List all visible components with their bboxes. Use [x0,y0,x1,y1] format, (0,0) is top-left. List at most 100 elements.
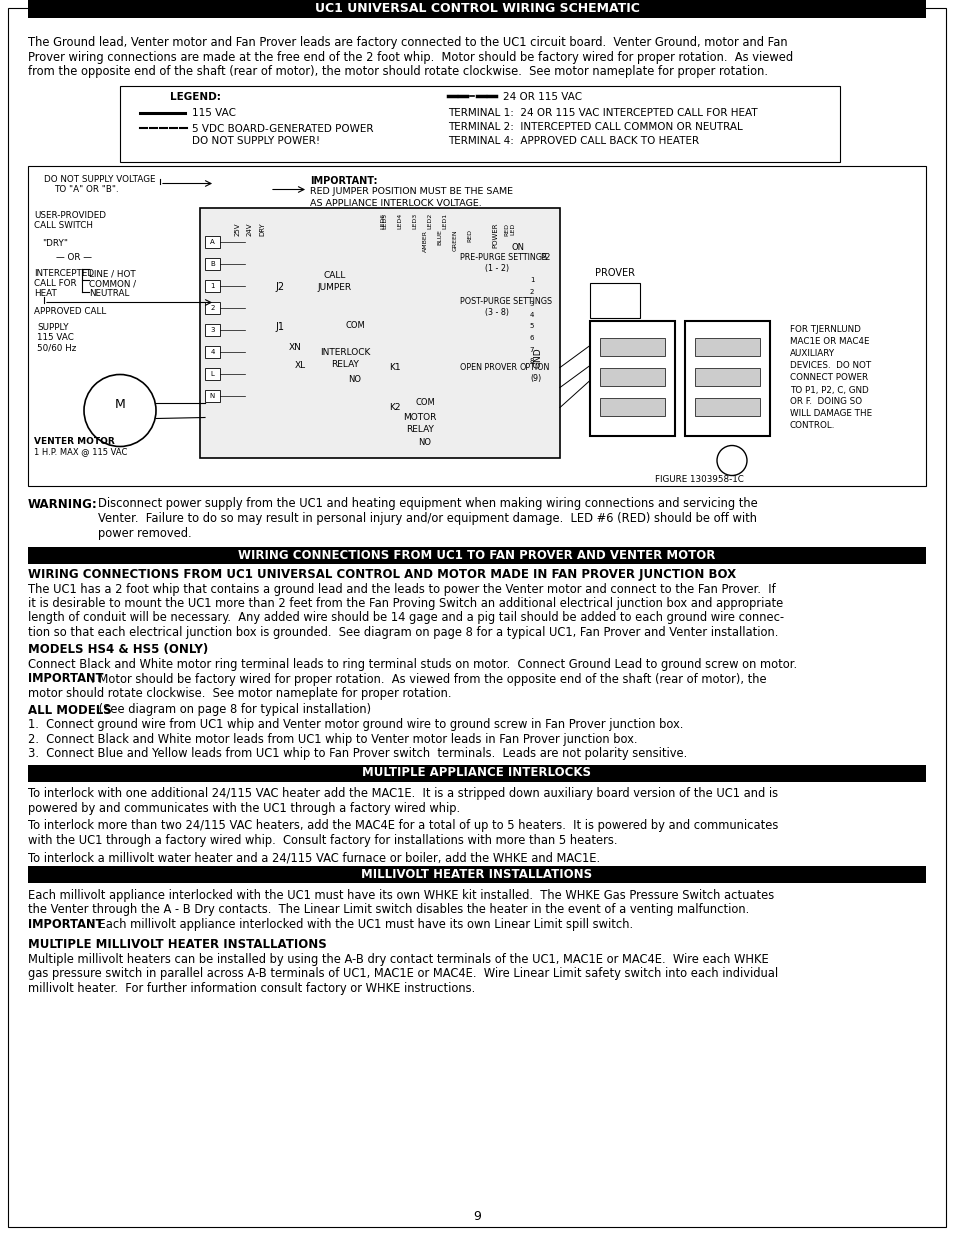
Bar [205,236,220,247]
Text: To interlock a millivolt water heater and a 24/115 VAC furnace or boiler, add th: To interlock a millivolt water heater an… [28,851,599,864]
Bar [205,258,220,269]
Text: ON: ON [511,243,524,252]
Text: PROVER: PROVER [595,268,635,278]
Bar [28,866,925,883]
Text: OR F.  DOING SO: OR F. DOING SO [789,398,862,406]
Text: "DRY": "DRY" [42,240,68,248]
Text: 1: 1 [529,278,534,284]
Bar [599,368,664,385]
Text: 5 VDC BOARD-GENERATED POWER: 5 VDC BOARD-GENERATED POWER [192,124,374,133]
Text: Multiple millivolt heaters can be installed by using the A-B dry contact termina: Multiple millivolt heaters can be instal… [28,953,768,966]
Text: M: M [114,398,125,411]
Text: 8: 8 [529,358,534,364]
Text: B: B [210,261,214,267]
Text: AS APPLIANCE INTERLOCK VOLTAGE.: AS APPLIANCE INTERLOCK VOLTAGE. [310,199,481,207]
Text: INTERCEPTED: INTERCEPTED [34,269,94,279]
Text: HEAT: HEAT [34,289,57,299]
Text: CALL SWITCH: CALL SWITCH [34,221,92,231]
Bar [205,324,220,336]
Text: COM: COM [415,398,435,408]
Bar [28,547,925,564]
Text: OPTION: OPTION [519,363,550,372]
Text: tion so that each electrical junction box is grounded.  See diagram on page 8 fo: tion so that each electrical junction bo… [28,626,778,638]
Text: 4: 4 [210,348,214,354]
Text: N: N [210,393,214,399]
Text: L: L [211,370,214,377]
Bar [200,207,559,457]
Bar [28,0,925,19]
Text: LED5: LED5 [382,212,387,228]
Bar [695,368,760,385]
Bar [120,85,840,162]
Text: 2: 2 [529,289,534,295]
Text: XN: XN [288,343,301,352]
Text: DRY: DRY [258,222,265,236]
Text: To interlock more than two 24/115 VAC heaters, add the MAC4E for a total of up t: To interlock more than two 24/115 VAC he… [28,820,778,832]
Text: VENTER MOTOR: VENTER MOTOR [34,437,114,447]
Text: TERMINAL 1:  24 OR 115 VAC INTERCEPTED CALL FOR HEAT: TERMINAL 1: 24 OR 115 VAC INTERCEPTED CA… [448,109,757,119]
Text: FOR TJERNLUND: FOR TJERNLUND [789,326,860,335]
Text: 4: 4 [529,312,534,317]
Bar [599,398,664,415]
Text: ALL MODELS: ALL MODELS [28,704,112,716]
Text: POWER: POWER [492,222,497,248]
Text: A: A [210,238,214,245]
Text: 25V: 25V [234,222,241,236]
Text: Prover wiring connections are made at the free end of the 2 foot whip.  Motor sh: Prover wiring connections are made at th… [28,51,792,63]
Text: LED1: LED1 [442,212,447,228]
Text: DO NOT SUPPLY VOLTAGE: DO NOT SUPPLY VOLTAGE [44,175,155,184]
Text: MODELS HS4 & HS5 (ONLY): MODELS HS4 & HS5 (ONLY) [28,643,208,657]
Text: AUXILIARY: AUXILIARY [789,350,835,358]
Text: RELAY: RELAY [406,425,434,433]
Text: The Ground lead, Venter motor and Fan Prover leads are factory connected to the : The Ground lead, Venter motor and Fan Pr… [28,36,787,49]
Text: 115 VAC: 115 VAC [37,333,73,342]
Text: (See diagram on page 8 for typical installation): (See diagram on page 8 for typical insta… [95,704,371,716]
Text: (9): (9) [530,373,540,383]
Text: XL: XL [294,361,305,370]
Text: 1: 1 [210,283,214,289]
Text: INTERLOCK: INTERLOCK [319,348,370,357]
Text: To interlock with one additional 24/115 VAC heater add the MAC1E.  It is a strip: To interlock with one additional 24/115 … [28,788,778,800]
Text: 3: 3 [529,300,534,306]
Text: from the opposite end of the shaft (rear of motor), the motor should rotate cloc: from the opposite end of the shaft (rear… [28,65,767,78]
Bar [28,165,925,485]
Text: WARNING:: WARNING: [28,498,97,510]
Text: OPEN PROVER: OPEN PROVER [459,363,517,372]
Text: GND: GND [533,347,542,368]
Text: powered by and communicates with the UC1 through a factory wired whip.: powered by and communicates with the UC1… [28,802,459,815]
Text: 2.  Connect Black and White motor leads from UC1 whip to Venter motor leads in F: 2. Connect Black and White motor leads f… [28,732,637,746]
Bar [684,321,769,436]
Text: TERMINAL 2:  INTERCEPTED CALL COMMON OR NEUTRAL: TERMINAL 2: INTERCEPTED CALL COMMON OR N… [448,122,742,132]
Text: millivolt heater.  For further information consult factory or WHKE instructions.: millivolt heater. For further informatio… [28,982,475,995]
Text: 2: 2 [210,305,214,310]
Text: MAC1E OR MAC4E: MAC1E OR MAC4E [789,337,868,347]
Text: LEGEND:: LEGEND: [170,91,221,101]
Text: K2: K2 [389,403,400,412]
Bar [205,301,220,314]
Text: WIRING CONNECTIONS FROM UC1 TO FAN PROVER AND VENTER MOTOR: WIRING CONNECTIONS FROM UC1 TO FAN PROVE… [238,550,715,562]
Text: K1: K1 [389,363,400,372]
Text: FIGURE 1303958-1C: FIGURE 1303958-1C [655,475,743,484]
Bar [205,368,220,379]
Text: IMPORTANT: IMPORTANT [28,673,103,685]
Text: MULTIPLE MILLIVOLT HEATER INSTALLATIONS: MULTIPLE MILLIVOLT HEATER INSTALLATIONS [28,939,327,951]
Text: NEUTRAL: NEUTRAL [89,289,130,299]
Text: USER-PROVIDED: USER-PROVIDED [34,211,106,221]
Text: : Motor should be factory wired for proper rotation.  As viewed from the opposit: : Motor should be factory wired for prop… [91,673,766,685]
Text: JUMPER: JUMPER [317,283,352,291]
Text: with the UC1 through a factory wired whip.  Consult factory for installations wi: with the UC1 through a factory wired whi… [28,834,617,847]
Text: 7: 7 [529,347,534,352]
Text: motor should rotate clockwise.  See motor nameplate for proper rotation.: motor should rotate clockwise. See motor… [28,687,451,700]
Bar [695,398,760,415]
Text: IMPORTANT: IMPORTANT [28,918,103,931]
Text: power removed.: power removed. [98,526,192,540]
Text: DEVICES.  DO NOT: DEVICES. DO NOT [789,362,870,370]
Text: AMBER: AMBER [422,230,427,252]
Bar [599,337,664,356]
Text: DO NOT SUPPLY POWER!: DO NOT SUPPLY POWER! [192,136,320,146]
Text: TO P1, P2, C, GND: TO P1, P2, C, GND [789,385,868,394]
Text: NO: NO [348,375,361,384]
Text: length of conduit will be necessary.  Any added wire should be 14 gage and a pig: length of conduit will be necessary. Any… [28,611,783,625]
Bar [589,283,639,317]
Text: CONNECT POWER: CONNECT POWER [789,373,867,383]
